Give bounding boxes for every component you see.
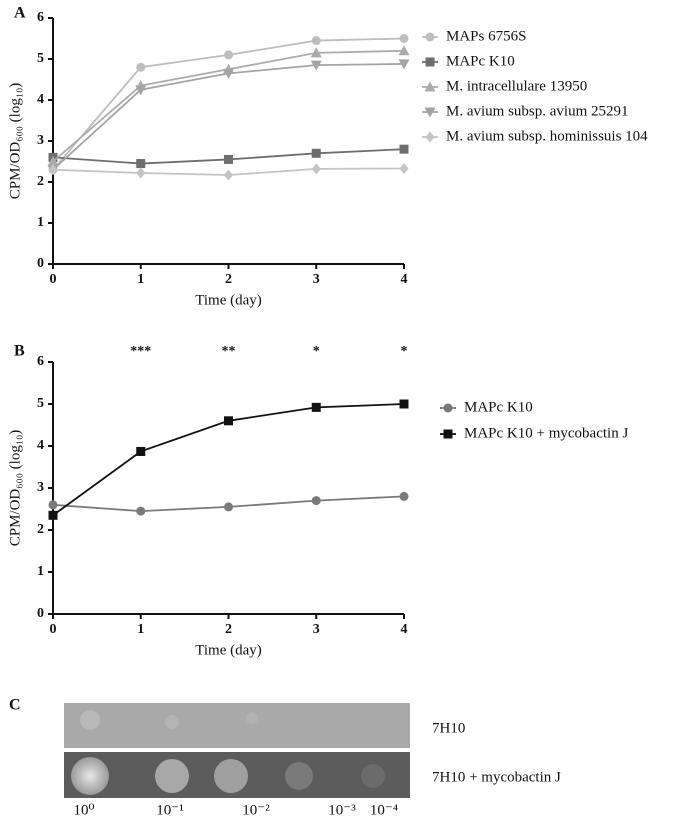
spot [165,715,179,729]
marker [399,399,409,409]
legend-marker [443,429,453,439]
y-tick-label: 4 [37,92,44,107]
row-label: 7H10 + mycobactin J [432,769,561,785]
dilution-label: 10⁻³ [328,802,356,818]
spot [71,757,109,795]
marker [399,144,409,154]
legend-marker [443,403,453,413]
spot [80,710,100,730]
marker [224,502,233,512]
panel-label: B [14,343,25,360]
legend-label: M. avium subsp. avium 25291 [446,103,629,119]
marker [224,416,233,426]
marker [399,162,409,174]
marker [310,60,322,71]
plate-7h10 [64,703,410,748]
annotation: * [401,344,408,359]
x-tick-label: 1 [137,622,144,637]
marker [47,156,59,166]
marker [398,59,410,70]
panel-label: A [14,5,26,22]
y-tick-label: 1 [37,215,44,230]
y-tick-label: 6 [37,354,44,369]
spot [246,712,258,724]
annotation: *** [130,344,151,359]
y-tick-label: 0 [37,256,44,271]
marker [48,164,58,176]
marker [224,50,233,60]
annotation: * [313,344,320,359]
legend-label: M. avium subsp. hominissuis 104 [446,128,648,144]
spot [285,762,313,790]
x-tick-label: 1 [137,272,144,287]
legend-label: MAPc K10 + mycobactin J [464,425,628,441]
x-tick-label: 2 [225,622,232,637]
y-tick-label: 3 [37,480,44,495]
dilution-label: 10⁻² [242,802,270,818]
spot [214,759,248,793]
legend-marker [425,57,435,67]
marker [136,506,146,516]
marker [48,510,58,520]
y-tick-label: 2 [37,174,44,189]
y-tick-label: 1 [37,564,44,579]
legend-label: MAPc K10 [446,53,515,69]
legend-marker [425,32,435,42]
y-tick-label: 0 [37,606,44,621]
legend-label: M. intracellulare 13950 [446,78,587,94]
legend-label: MAPc K10 [464,399,533,415]
x-axis-label: Time (day) [195,292,262,308]
marker [311,402,321,412]
marker [311,163,321,175]
marker [136,159,146,169]
marker [48,500,58,510]
x-tick-label: 2 [225,272,232,287]
x-tick-label: 0 [50,272,57,287]
marker [136,446,146,456]
y-tick-label: 2 [37,522,44,537]
marker [136,62,146,72]
panel-label: C [9,697,21,714]
legend-marker [425,131,435,143]
y-tick-label: 4 [37,438,44,453]
row-label: 7H10 [432,720,465,736]
y-tick-label: 6 [37,10,44,25]
marker [135,85,147,96]
y-tick-label: 3 [37,133,44,148]
y-axis-label: CPM/OD₆₀₀ (log₁₀) [7,430,23,547]
spot [361,764,385,788]
x-axis-label: Time (day) [195,642,262,658]
marker [136,167,146,179]
x-tick-label: 0 [50,622,57,637]
x-tick-label: 4 [401,272,408,287]
dilution-label: 10⁻¹ [156,802,183,818]
x-tick-label: 3 [313,272,320,287]
dilution-label: 10⁰ [73,802,94,818]
marker [399,34,409,43]
y-tick-label: 5 [37,396,44,411]
legend-marker [424,107,436,118]
marker [223,68,234,79]
legend-marker [424,81,436,92]
y-tick-label: 5 [37,51,44,66]
marker [311,148,321,158]
marker [224,169,233,181]
x-tick-label: 4 [401,622,408,637]
marker [224,154,233,164]
dilution-label: 10⁻⁴ [370,802,398,818]
annotation: ** [222,344,236,359]
y-axis-label: CPM/OD₆₀₀ (log₁₀) [7,83,23,200]
marker [310,47,322,58]
marker [399,491,409,501]
legend-label: MAPs 6756S [446,28,526,44]
x-tick-label: 3 [313,622,320,637]
spot [155,759,189,793]
marker [311,496,321,506]
marker [311,36,321,46]
marker [398,45,410,56]
